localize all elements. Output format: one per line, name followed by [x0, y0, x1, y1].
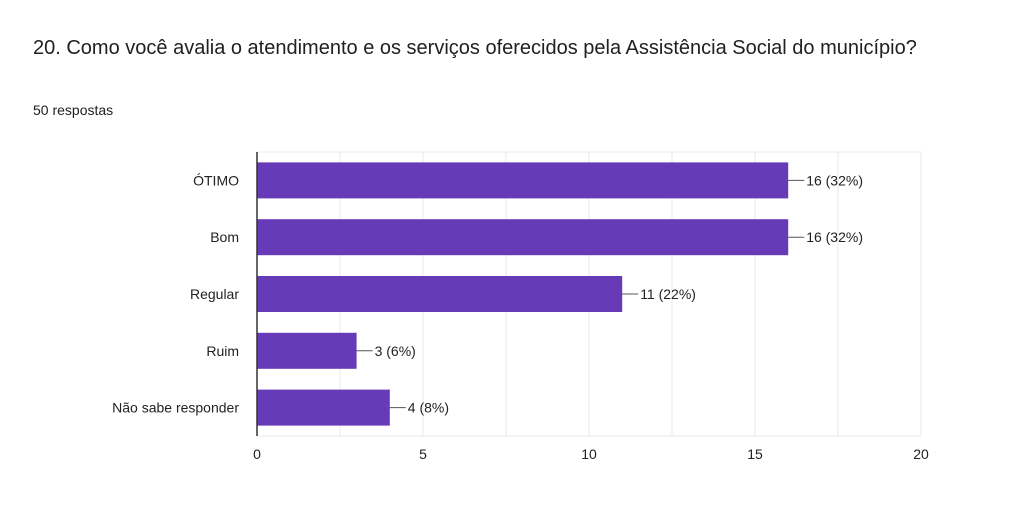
bar: [257, 332, 357, 369]
bar: [257, 219, 789, 256]
category-label: Regular: [190, 286, 239, 302]
bar: [257, 276, 623, 312]
bar: [257, 389, 390, 426]
category-label: Não sabe responder: [112, 400, 239, 416]
response-count: 50 respostas: [33, 102, 114, 118]
data-label: 4 (8%): [408, 400, 449, 416]
category-label: Ruim: [206, 343, 239, 359]
x-tick-label: 0: [253, 446, 261, 462]
x-tick-label: 15: [747, 446, 763, 462]
data-label: 3 (6%): [375, 343, 416, 359]
question-title: 20. Como você avalia o atendimento e os …: [33, 37, 917, 59]
x-tick-label: 5: [419, 446, 427, 462]
x-tick-label: 10: [581, 446, 597, 462]
data-label: 16 (32%): [806, 229, 863, 245]
data-label: 11 (22%): [640, 286, 696, 302]
bar: [257, 162, 789, 199]
category-label: Bom: [210, 229, 239, 245]
x-tick-label: 20: [913, 446, 929, 462]
data-label: 16 (32%): [806, 172, 863, 188]
category-label: ÓTIMO: [193, 172, 239, 188]
